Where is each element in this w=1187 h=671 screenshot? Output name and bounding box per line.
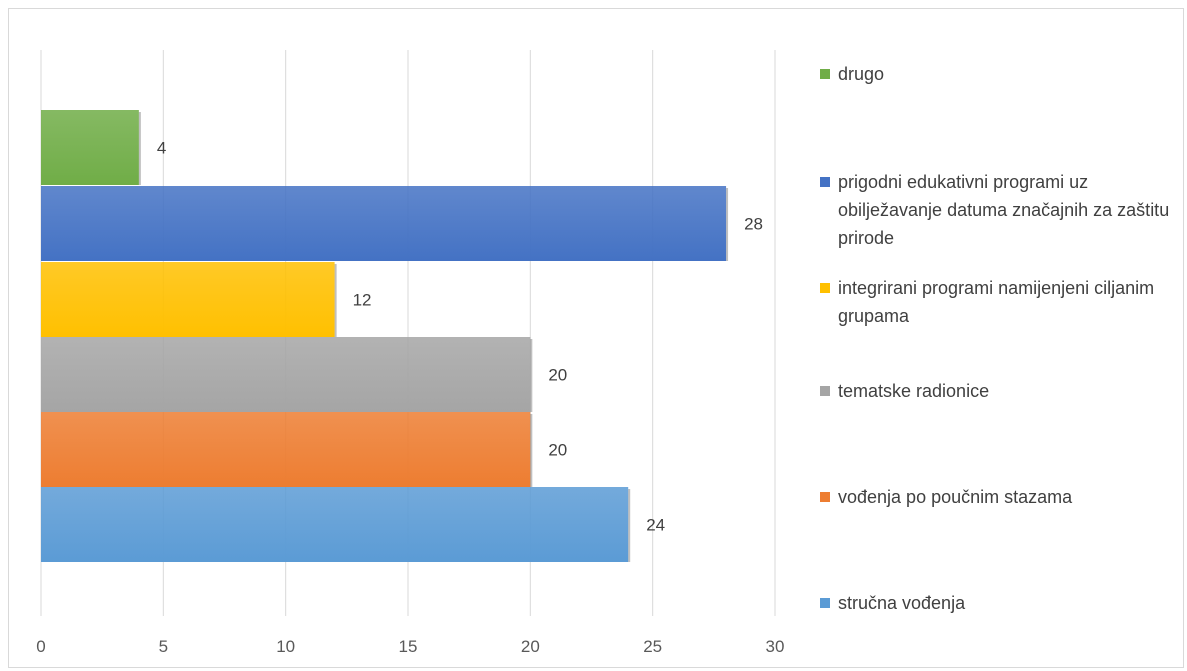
bar-1 [41,186,727,261]
bar-3 [41,337,531,412]
data-label-5: 24 [646,516,665,535]
legend-label-tematske: tematske radionice [838,381,990,401]
legend: drugo prigodni edukativni programi uz ob… [820,0,1180,671]
data-label-3: 20 [548,366,567,385]
x-tick-label-0: 0 [36,637,45,656]
data-label-1: 28 [744,215,763,234]
legend-swatch-integrirani [820,283,830,293]
legend-item-prigodni: prigodni edukativni programi uz obilježa… [820,168,1170,252]
bar-shadow-0 [138,112,141,185]
legend-label-drugo: drugo [838,64,885,84]
legend-swatch-strucna [820,598,830,608]
x-tick-label-5: 5 [159,637,168,656]
legend-label-strucna: stručna vođenja [838,593,966,613]
legend-item-integrirani: integrirani programi namijenjeni ciljani… [820,274,1170,330]
bar-2 [41,262,335,337]
data-label-2: 12 [353,291,372,310]
legend-label-vodjenja: vođenja po poučnim stazama [838,487,1073,507]
x-tick-label-30: 30 [766,637,785,656]
bar-4 [41,412,531,487]
legend-item-vodjenja: vođenja po poučnim stazama [820,483,1170,511]
bar-chart: 4 28 12 20 20 24 0 5 10 15 20 25 30 [36,50,785,656]
legend-swatch-drugo [820,69,830,79]
legend-item-tematske: tematske radionice [820,377,1170,405]
bar-shadow-5 [628,489,631,562]
x-tick-label-20: 20 [521,637,540,656]
bar-shadow-1 [726,188,729,261]
legend-label-integrirani: integrirani programi namijenjeni ciljani… [838,278,1155,326]
legend-item-drugo: drugo [820,60,1170,88]
data-label-0: 4 [157,139,166,158]
bar-5 [41,487,629,562]
bar-shadow-2 [334,264,337,337]
bar-shadow-4 [530,414,533,487]
bar-shadow-3 [530,339,533,412]
legend-swatch-prigodni [820,177,830,187]
legend-item-strucna: stručna vođenja [820,589,1170,617]
legend-swatch-tematske [820,386,830,396]
x-tick-label-25: 25 [643,637,662,656]
legend-label-prigodni: prigodni edukativni programi uz obilježa… [838,172,1170,248]
data-label-4: 20 [548,441,567,460]
legend-swatch-vodjenja [820,492,830,502]
bar-0 [41,110,139,185]
x-tick-label-10: 10 [276,637,295,656]
x-tick-label-15: 15 [399,637,418,656]
